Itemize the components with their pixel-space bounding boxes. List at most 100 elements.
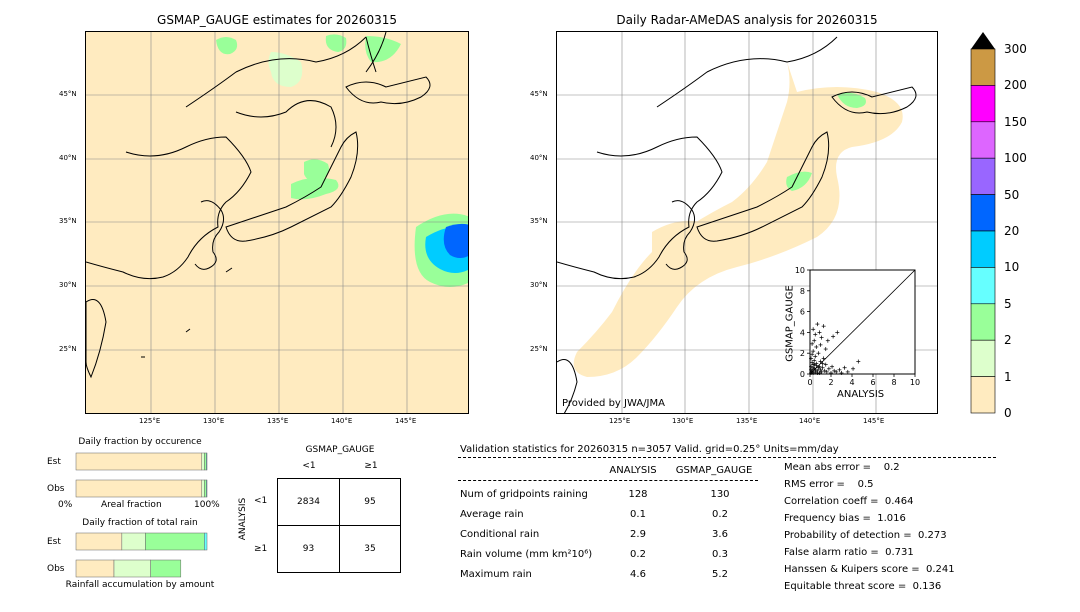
left-map-panel [85,31,469,414]
scatter-points [809,322,861,375]
validation-col-analysis: ANALYSIS [609,465,657,476]
validation-rows: Num of gridpoints raining 128 130 Averag… [460,489,760,589]
left-lat-label-45: 45°N [59,90,77,98]
right-lat-label-40: 40°N [530,154,548,162]
scatter-xtick-label: 10 [910,378,920,387]
scatter-point [834,369,839,374]
colorbar-tick-label: 0 [1004,406,1012,420]
score-ets: Equitable threat score = 0.136 [784,581,942,592]
validation-table-rule [458,480,758,481]
left-lon-label-135: 135°E [267,417,289,425]
validation-row-label: Maximum rain [460,569,532,580]
right-lat-label-35: 35°N [530,217,548,225]
scatter-ticks: 0 2 4 6 8 10 0 2 4 6 8 10 [795,266,920,387]
colorbar-cell [970,121,996,159]
right-map-title: Daily Radar-AMeDAS analysis for 20260315 [616,13,878,27]
right-lat-label-30: 30°N [530,281,548,289]
left-lat-label-30: 30°N [59,281,77,289]
scatter-point [813,354,818,359]
scatter-point [818,359,823,364]
contingency-cell-11: 35 [364,544,376,554]
scatter-ytick-label: 10 [795,266,805,275]
right-lon-label-145: 145°E [863,417,885,425]
occurrence-xlabel: Areal fraction [101,500,162,510]
scatter-point [821,324,826,329]
scatter-xtick-label: 2 [828,378,833,387]
scatter-ytick-label: 4 [800,328,805,337]
occurrence-obs-label: Obs [47,484,65,494]
rain-fraction-chart [75,532,208,578]
fraction-bar-segment [206,479,208,498]
right-coverage-band [573,62,903,377]
fraction-bar-segment [150,559,182,578]
validation-row-label: Average rain [460,509,524,520]
scatter-ytick-label: 6 [800,308,805,317]
contingency-cell-00: 2834 [297,497,320,507]
scatter-point [835,330,840,335]
scatter-ytick-label: 8 [800,287,805,296]
scatter-point [813,367,818,372]
scatter-point [810,352,815,357]
colorbar-tick-label: 5 [1004,296,1012,311]
colorbar-tick-label: 1 [1004,369,1012,384]
scatter-point [811,349,816,354]
left-lon-label-130: 130°E [203,417,225,425]
scatter-point [842,365,847,370]
scatter-point [815,370,820,375]
colorbar-extend-arrow [971,32,995,49]
validation-col-gsmap: GSMAP_GAUGE [675,465,753,476]
right-lon-label-135: 135°E [736,417,758,425]
scatter-xlabel: ANALYSIS [837,389,885,400]
contingency-row-title: ANALYSIS [238,497,248,541]
colorbar-cell [970,194,996,232]
left-coastlines [86,32,431,379]
scatter-ylabel: GSMAP_GAUGE [784,285,796,362]
validation-row-gsmap: 0.3 [712,549,728,560]
right-map-credit: Provided by JWA/JMA [562,398,665,409]
score-frequency-bias: Frequency bias = 1.016 [784,513,906,524]
left-map-graphic [86,32,468,413]
scatter-point [810,360,815,365]
left-lat-label-35: 35°N [59,217,77,225]
validation-row-label: Rain volume (mm km²10⁶) [460,549,593,560]
left-lon-label-145: 145°E [395,417,417,425]
scatter-point [821,356,826,361]
occurrence-title: Daily fraction by occurence [78,437,202,447]
colorbar-tick-label: 10 [1004,260,1020,275]
fraction-bar-segment [75,479,203,498]
colorbar-cell [970,376,996,414]
scatter-point [814,344,819,349]
rain-fraction-xlabel: Rainfall accumulation by amount [65,580,215,590]
scatter-point [845,369,850,374]
left-lat-label-40: 40°N [59,154,77,162]
scatter-point [811,327,816,332]
right-lon-label-130: 130°E [672,417,694,425]
scatter-xtick-label: 4 [849,378,854,387]
scatter-point [823,347,828,352]
occurrence-est-label: Est [47,457,61,467]
scatter-point [831,334,836,339]
fraction-bar-segment [204,452,207,471]
scatter-ytick-label: 0 [800,370,805,379]
contingency-row-label-ge1: ≥1 [254,544,268,554]
colorbar [970,32,996,414]
scatter-point [818,367,823,372]
occurrence-xtick-0: 0% [58,500,73,510]
scatter-xtick-label: 0 [807,378,812,387]
validation-row-analysis: 128 [628,489,648,500]
occurrence-chart [75,452,208,498]
score-hk: Hanssen & Kuipers score = 0.241 [784,564,955,575]
contingency-hline [278,525,400,526]
scatter-point [820,361,825,366]
validation-row-label: Conditional rain [460,529,540,540]
scatter-point [851,366,856,371]
scatter-xtick-label: 8 [891,378,896,387]
left-lon-label-140: 140°E [331,417,353,425]
contingency-col-label-lt1: <1 [302,461,316,471]
left-lon-label-125: 125°E [139,417,161,425]
colorbar-tick-label: 150 [1004,114,1027,129]
scatter-point [826,366,831,371]
scatter-point [819,369,824,374]
fraction-bar-segment [201,479,205,498]
colorbar-cell [970,267,996,305]
